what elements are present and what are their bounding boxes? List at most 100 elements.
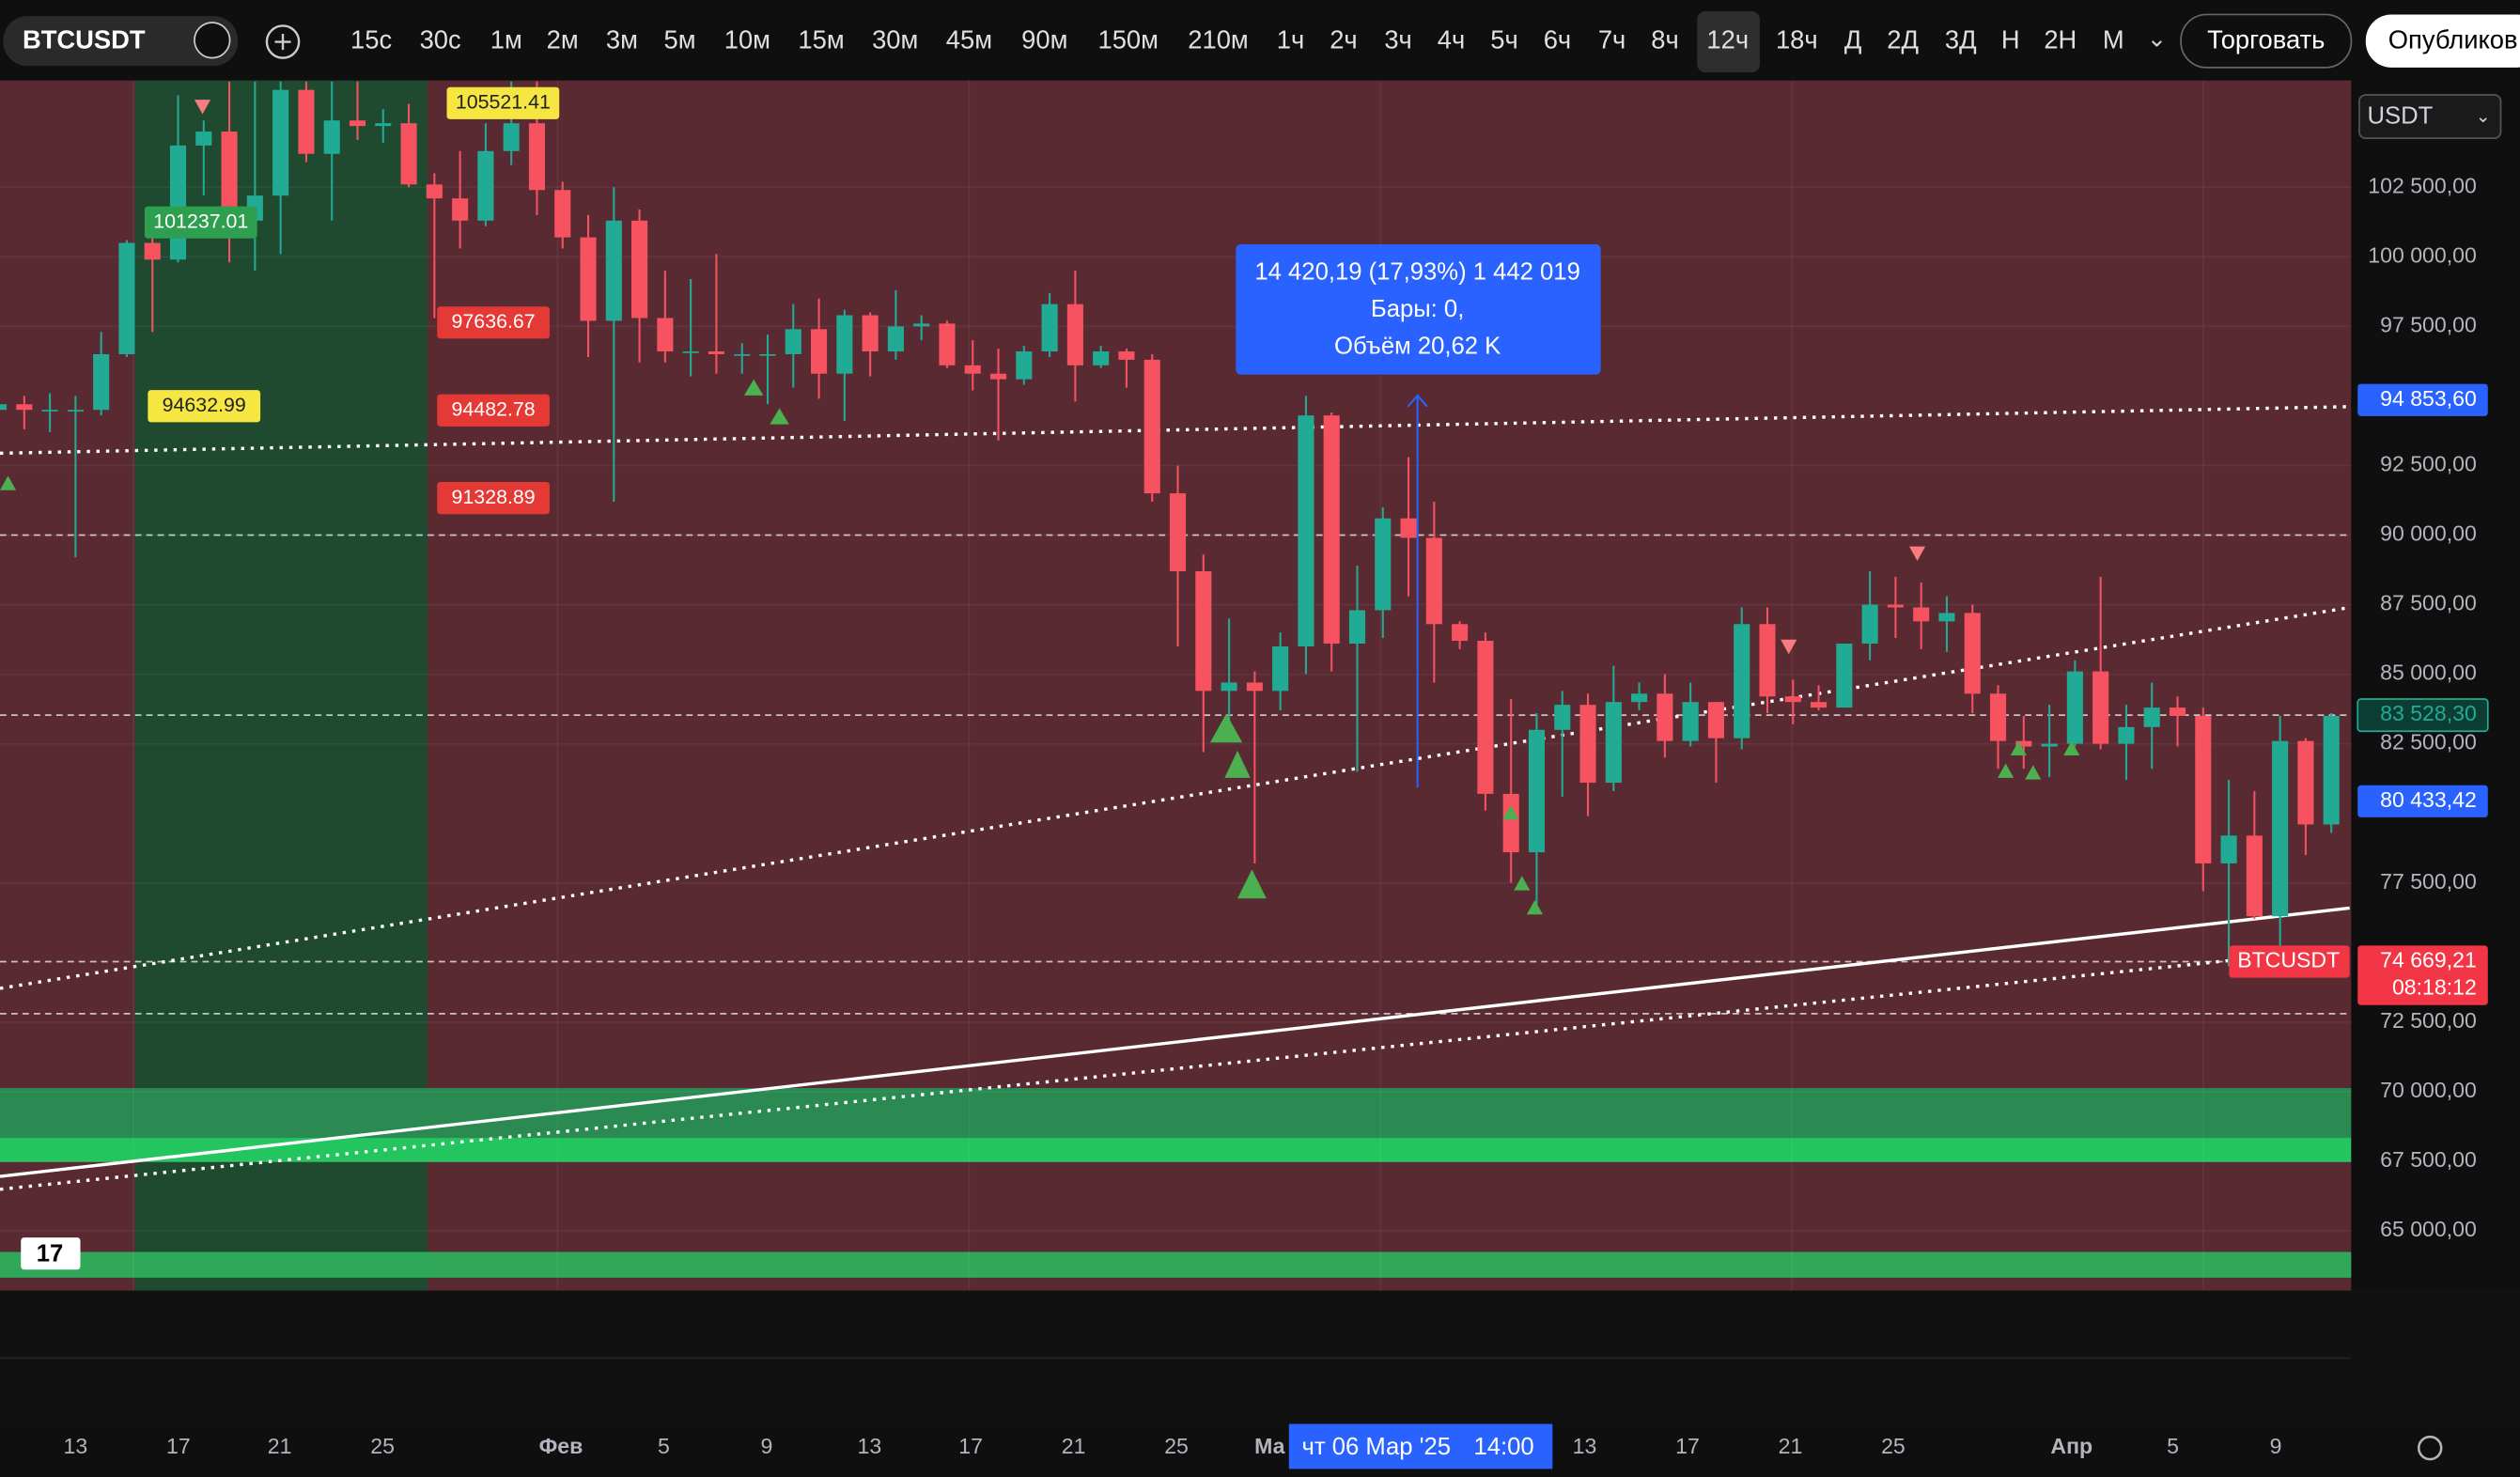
interval[interactable]: 2Н bbox=[2044, 25, 2077, 54]
candle-body bbox=[1861, 604, 1878, 644]
interval[interactable]: 4ч bbox=[1438, 25, 1465, 54]
candle-body bbox=[1605, 702, 1622, 784]
symbol-button[interactable] bbox=[3, 16, 239, 67]
chevron[interactable]: ⌄ bbox=[2147, 26, 2167, 53]
candle-body bbox=[67, 410, 84, 412]
time-axis bbox=[0, 1422, 2520, 1477]
interval[interactable]: 30м bbox=[872, 25, 918, 54]
interval[interactable]: Д bbox=[1844, 25, 1862, 54]
interval[interactable]: М bbox=[2103, 25, 2124, 54]
indicator-label: 94482.78 bbox=[452, 397, 536, 420]
interval[interactable]: 5ч bbox=[1490, 25, 1517, 54]
interval[interactable]: 210м bbox=[1188, 25, 1248, 54]
candle-body bbox=[605, 220, 622, 321]
price-badge-label: 80 433,42 bbox=[2380, 787, 2477, 812]
interval[interactable]: 1м bbox=[490, 25, 522, 54]
candle-body bbox=[195, 132, 212, 146]
indicator-tag bbox=[446, 86, 560, 119]
interval[interactable]: Н bbox=[2001, 25, 2020, 54]
candle-body bbox=[1554, 705, 1571, 730]
candle-body bbox=[2246, 835, 2263, 917]
candle-body bbox=[554, 190, 571, 238]
candle-body bbox=[2297, 740, 2314, 825]
interval[interactable]: 3м bbox=[606, 25, 638, 54]
interval[interactable]: 45м bbox=[946, 25, 992, 54]
interval[interactable]: 2ч bbox=[1330, 25, 1357, 54]
publish-button[interactable] bbox=[2365, 14, 2520, 68]
gem-icon[interactable] bbox=[194, 22, 231, 59]
interval[interactable]: 2Д bbox=[1887, 25, 1919, 54]
interval[interactable]: 1ч bbox=[1277, 25, 1304, 54]
interval[interactable]: 3ч bbox=[1384, 25, 1411, 54]
x-tick-label: 17 bbox=[1675, 1434, 1700, 1458]
candle-body bbox=[811, 329, 828, 374]
add-icon[interactable] bbox=[265, 24, 301, 59]
y-tick-label: 70 000,00 bbox=[2380, 1078, 2477, 1102]
indicator-tag bbox=[437, 394, 550, 427]
indicator-label: 97636.67 bbox=[452, 310, 536, 333]
x-tick-label: 17 bbox=[958, 1434, 983, 1458]
interval[interactable]: 18ч bbox=[1776, 25, 1818, 54]
candle-body bbox=[1016, 351, 1033, 380]
candle-body bbox=[1169, 493, 1187, 571]
candle-body bbox=[682, 351, 699, 353]
candle-body bbox=[708, 351, 724, 354]
interval[interactable]: 15м bbox=[798, 25, 844, 54]
settings-icon[interactable] bbox=[2417, 1435, 2443, 1461]
measure-tool: 14 420,19 (17,93%) 1 442 019 Бары: 0, Об… bbox=[1236, 244, 1601, 788]
candle-body bbox=[1272, 645, 1289, 692]
y-tick-label: 65 000,00 bbox=[2380, 1217, 2477, 1241]
interval[interactable]: 2м bbox=[547, 25, 579, 54]
interval[interactable]: 30с bbox=[420, 25, 461, 54]
publish-label: Опубликов bbox=[2388, 25, 2518, 54]
candle-body bbox=[1041, 303, 1058, 352]
candle-body bbox=[1759, 624, 1776, 697]
logo: 17 bbox=[21, 1237, 81, 1270]
candle-body bbox=[1836, 643, 1853, 708]
candle-body bbox=[1323, 415, 1340, 644]
y-tick-label: 90 000,00 bbox=[2380, 521, 2477, 546]
x-tick-label: 13 bbox=[858, 1434, 882, 1458]
interval[interactable]: 15с bbox=[350, 25, 392, 54]
candle-body bbox=[1348, 610, 1366, 644]
candle-body bbox=[2323, 715, 2340, 825]
candle-body bbox=[939, 323, 956, 365]
interval[interactable]: 6ч bbox=[1544, 25, 1571, 54]
candle-body bbox=[272, 89, 289, 196]
y-tick-label: 67 500,00 bbox=[2380, 1147, 2477, 1172]
y-tick-label: 97 500,00 bbox=[2380, 312, 2477, 336]
candle-body bbox=[1452, 624, 1469, 642]
candle-body bbox=[16, 404, 33, 411]
interval[interactable]: 8ч bbox=[1651, 25, 1678, 54]
candle-body bbox=[400, 123, 417, 185]
interval[interactable]: 5м bbox=[664, 25, 696, 54]
price-badge bbox=[2357, 785, 2488, 817]
trade-button[interactable] bbox=[2180, 13, 2353, 69]
currency: USDT bbox=[2368, 103, 2434, 130]
green-band bbox=[0, 1088, 2352, 1139]
active-interval bbox=[1697, 11, 1760, 73]
interval[interactable]: 3Д bbox=[1945, 25, 1977, 54]
candle-body bbox=[1502, 793, 1519, 853]
indicator-labels: 105521.41 101237.01 97636.67 94482.78 91328.… bbox=[144, 86, 560, 515]
candle-body bbox=[580, 237, 597, 321]
candle-body bbox=[1528, 729, 1546, 853]
indicator-tag bbox=[437, 482, 550, 515]
interval[interactable]: 10м bbox=[724, 25, 770, 54]
candle-body bbox=[1375, 518, 1392, 611]
candle-body bbox=[0, 404, 8, 411]
candle-body bbox=[2066, 671, 2083, 744]
indicator-label: 94632.99 bbox=[163, 394, 246, 416]
countdown: 08:18:12 bbox=[2392, 975, 2477, 1000]
currency-select[interactable] bbox=[2358, 94, 2502, 139]
price-badge-label: 94 853,60 bbox=[2380, 386, 2477, 411]
x-tick-label: Ма bbox=[1254, 1434, 1285, 1458]
candle-body bbox=[2118, 726, 2135, 744]
x-tick-label: 9 bbox=[2270, 1434, 2282, 1458]
interval[interactable]: 12ч bbox=[1706, 25, 1749, 54]
interval[interactable]: 90м bbox=[1021, 25, 1067, 54]
candle-body bbox=[1913, 607, 1930, 622]
interval[interactable]: 7ч bbox=[1598, 25, 1626, 54]
interval[interactable]: 150м bbox=[1098, 25, 1159, 54]
candle-body bbox=[1964, 613, 1981, 694]
